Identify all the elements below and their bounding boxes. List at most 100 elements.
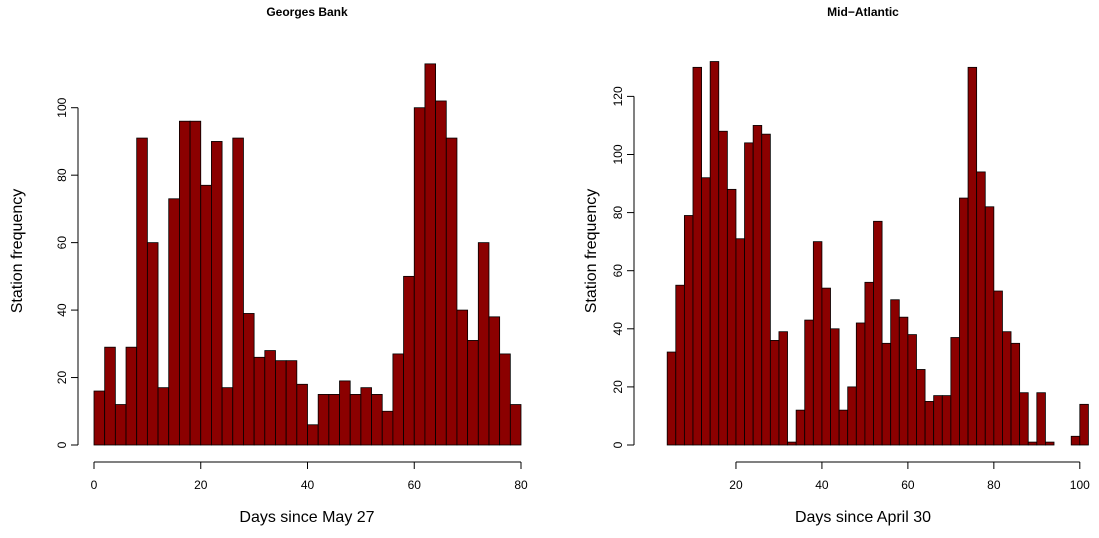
- bar: [146, 242, 159, 446]
- bar: [104, 346, 116, 446]
- bar: [787, 441, 797, 446]
- bar: [898, 316, 909, 446]
- x-tick-label: 80: [987, 478, 1001, 492]
- bar: [718, 130, 728, 446]
- bar: [933, 395, 943, 446]
- bar: [168, 198, 180, 446]
- bar: [1079, 403, 1089, 446]
- bar: [349, 394, 362, 446]
- bar: [683, 215, 694, 446]
- bar: [821, 287, 831, 446]
- bar: [855, 322, 866, 446]
- x-tick-label: 100: [1070, 478, 1090, 492]
- y-tick-label: 0: [55, 441, 69, 448]
- bar: [467, 340, 479, 446]
- bar: [873, 220, 883, 446]
- bar: [360, 387, 372, 446]
- bar: [253, 356, 266, 446]
- bar: [232, 137, 244, 446]
- bar: [907, 334, 917, 446]
- bar: [692, 66, 702, 446]
- y-tick-label: 120: [611, 86, 625, 106]
- bar: [307, 424, 319, 446]
- bar: [264, 350, 276, 446]
- bar: [778, 331, 788, 446]
- bar: [967, 66, 978, 446]
- bar: [976, 171, 986, 446]
- bar: [752, 125, 763, 446]
- bar: [959, 197, 969, 446]
- bar: [125, 346, 138, 446]
- y-tick-label: 40: [55, 303, 69, 317]
- bar: [445, 137, 458, 446]
- bar: [804, 319, 814, 446]
- bar: [381, 410, 394, 446]
- bar: [847, 386, 857, 446]
- bar: [275, 360, 287, 446]
- bar: [211, 141, 223, 446]
- y-tick-label: 60: [55, 236, 69, 250]
- y-axis-title: Station frequency: [9, 189, 26, 314]
- chart-title: Georges Bank: [266, 5, 348, 19]
- bar: [157, 387, 170, 446]
- bar: [701, 177, 711, 446]
- y-tick-label: 40: [611, 322, 625, 336]
- y-tick-label: 20: [611, 380, 625, 394]
- bar: [812, 241, 823, 446]
- bar: [838, 409, 849, 446]
- bar: [881, 342, 892, 446]
- bar: [830, 328, 840, 446]
- bar: [726, 188, 737, 446]
- bar: [709, 61, 720, 446]
- bar: [1036, 392, 1046, 446]
- bar: [317, 394, 330, 446]
- bar: [735, 238, 745, 446]
- bar: [1019, 392, 1029, 446]
- bar: [243, 313, 255, 446]
- bar: [488, 316, 501, 446]
- bar: [509, 404, 522, 446]
- x-tick-label: 20: [729, 478, 743, 492]
- bar: [413, 107, 426, 446]
- bar: [675, 284, 685, 446]
- bar: [769, 340, 780, 446]
- x-tick-label: 40: [815, 478, 829, 492]
- bar: [984, 206, 995, 446]
- bar: [499, 353, 511, 446]
- bar: [435, 100, 447, 446]
- x-tick-label: 60: [901, 478, 915, 492]
- bar: [371, 394, 383, 446]
- bar: [950, 337, 960, 446]
- x-tick-label: 80: [514, 478, 528, 492]
- bar: [285, 360, 298, 446]
- bar: [864, 281, 874, 446]
- bar: [916, 369, 926, 446]
- x-axis-title: Days since May 27: [239, 509, 374, 526]
- bar: [1070, 435, 1081, 446]
- bar: [339, 380, 351, 446]
- bar: [744, 142, 754, 446]
- bar: [924, 401, 935, 446]
- x-tick-label: 40: [301, 478, 315, 492]
- bar: [477, 242, 490, 446]
- x-tick-label: 20: [194, 478, 208, 492]
- bar: [328, 394, 340, 446]
- bar: [114, 404, 127, 446]
- bar: [221, 387, 234, 446]
- bar: [1027, 441, 1038, 446]
- y-tick-label: 100: [611, 144, 625, 164]
- bar: [403, 275, 415, 446]
- x-axis-title: Days since April 30: [795, 509, 931, 526]
- bar: [200, 184, 212, 446]
- x-tick-label: 60: [408, 478, 422, 492]
- bar: [93, 390, 106, 446]
- bar: [795, 409, 806, 446]
- bar: [1010, 342, 1021, 446]
- chart-title: Mid−Atlantic: [827, 5, 899, 19]
- y-tick-label: 80: [611, 206, 625, 220]
- x-tick-label: 0: [91, 478, 98, 492]
- bar: [178, 120, 191, 446]
- bar: [1002, 331, 1012, 446]
- bar: [136, 137, 148, 446]
